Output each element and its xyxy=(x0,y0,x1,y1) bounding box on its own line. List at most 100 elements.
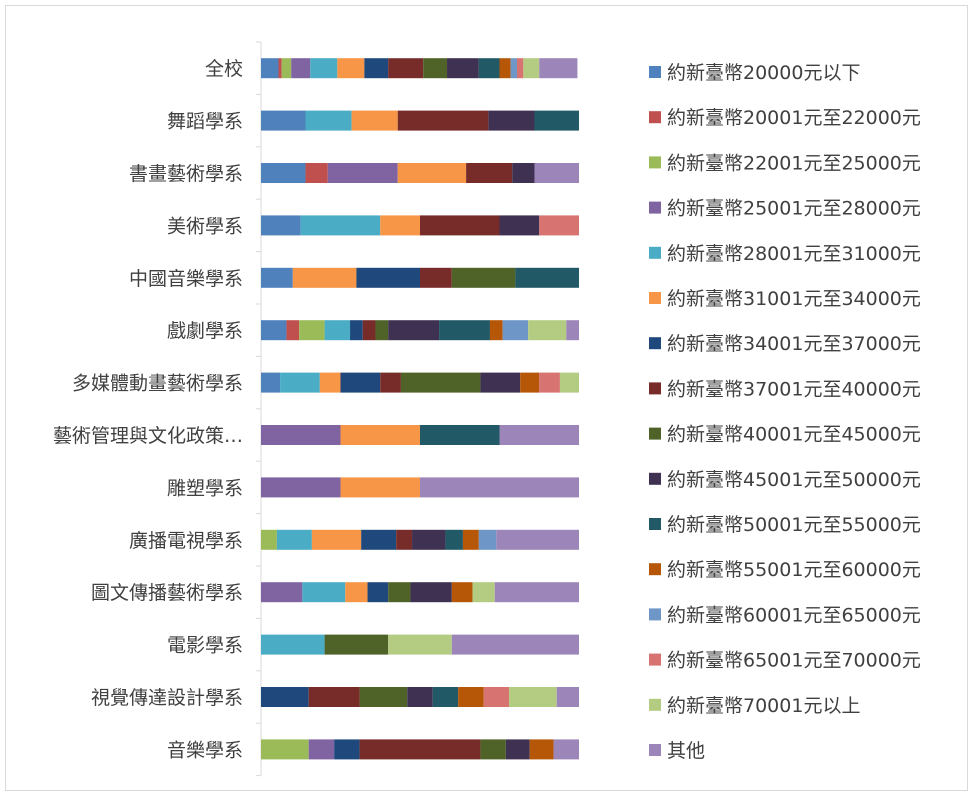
bar-segment xyxy=(261,634,325,655)
bar-segment xyxy=(539,372,560,393)
category-label: 書畫藝術學系 xyxy=(129,163,243,185)
legend-label: 約新臺幣28001元至31000元 xyxy=(667,243,921,265)
legend-label: 約新臺幣55001元至60000元 xyxy=(667,559,921,581)
bar-segment xyxy=(359,687,408,707)
legend-label: 約新臺幣20001元至22000元 xyxy=(667,107,921,129)
legend-label: 約新臺幣50001元至55000元 xyxy=(667,514,921,536)
legend-label: 約新臺幣45001元至50000元 xyxy=(667,469,921,491)
bar-segment xyxy=(261,267,293,288)
bar-segment xyxy=(361,529,397,550)
bar-segment xyxy=(412,529,446,550)
legend-swatch xyxy=(649,698,661,711)
bar-segment xyxy=(364,58,389,79)
bar-segment xyxy=(396,529,413,550)
bar-segment xyxy=(261,687,309,707)
bar-segment xyxy=(502,320,529,341)
category-label: 視覺傳達設計學系 xyxy=(91,687,243,709)
legend-label: 其他 xyxy=(667,740,705,762)
bar-segment xyxy=(340,372,381,393)
bar-segment xyxy=(472,582,495,603)
bar-segment xyxy=(375,320,389,341)
bar-segment xyxy=(261,215,301,236)
bar-segment xyxy=(499,58,511,79)
legend-swatch xyxy=(649,337,661,350)
category-label: 圖文傳播藝術學系 xyxy=(91,582,243,604)
bar-segment xyxy=(480,739,506,760)
legend-swatch xyxy=(649,246,661,259)
legend-swatch xyxy=(649,608,661,621)
bar-segment xyxy=(445,529,463,550)
bar-segment xyxy=(350,320,363,341)
bar-segment xyxy=(292,267,357,288)
bar-segment xyxy=(553,739,579,760)
bar-segment xyxy=(466,163,513,183)
bar-segment xyxy=(261,739,309,760)
bar-segment xyxy=(510,58,517,79)
category-labels: 全校舞蹈學系書畫藝術學系美術學系中國音樂學系戲劇學系多媒體動畫藝術學系藝術管理與… xyxy=(53,58,243,761)
legend-swatch xyxy=(649,518,661,530)
legend-label: 約新臺幣65001元至70000元 xyxy=(667,650,921,672)
bar-segment xyxy=(362,320,376,341)
legend-label: 約新臺幣60001元至65000元 xyxy=(667,604,921,626)
legend-label: 約新臺幣22001元至25000元 xyxy=(667,152,921,174)
bar-segment xyxy=(367,582,389,603)
bar-segment xyxy=(483,687,510,707)
bar-segment xyxy=(327,163,398,183)
category-label: 藝術管理與文化政策… xyxy=(53,425,243,447)
bar-segment xyxy=(534,163,579,183)
bar-group xyxy=(261,58,579,760)
bar-segment xyxy=(432,687,459,707)
bar-segment xyxy=(261,320,287,341)
bar-segment xyxy=(388,582,411,603)
bar-segment xyxy=(480,372,521,393)
bar-segment xyxy=(324,634,389,655)
bar-segment xyxy=(261,372,281,393)
bar-segment xyxy=(308,687,360,707)
legend-label: 約新臺幣37001元至40000元 xyxy=(667,378,921,400)
category-label: 音樂學系 xyxy=(167,739,243,761)
bar-segment xyxy=(261,163,306,183)
bar-segment xyxy=(451,582,473,603)
category-axis xyxy=(256,41,262,777)
bar-segment xyxy=(478,58,500,79)
bar-segment xyxy=(420,425,500,445)
category-label: 中國音樂學系 xyxy=(129,268,243,290)
bar-segment xyxy=(340,477,420,498)
bar-segment xyxy=(515,267,579,288)
bar-segment xyxy=(261,110,306,131)
category-label: 全校 xyxy=(205,58,243,80)
bar-segment xyxy=(516,58,524,79)
legend-label: 約新臺幣40001元至45000元 xyxy=(667,424,921,446)
bar-segment xyxy=(534,110,579,131)
bar-segment xyxy=(529,739,554,760)
bar-segment xyxy=(319,372,341,393)
category-label: 雕塑學系 xyxy=(167,477,243,499)
legend-swatch xyxy=(649,382,661,395)
bar-segment xyxy=(324,320,351,341)
bar-segment xyxy=(400,372,481,393)
bar-segment xyxy=(311,529,362,550)
bar-segment xyxy=(489,320,503,341)
bar-segment xyxy=(281,58,292,79)
legend-label: 約新臺幣20000元以下 xyxy=(667,62,860,84)
legend-label: 約新臺幣34001元至37000元 xyxy=(667,333,921,355)
bar-segment xyxy=(380,215,420,236)
bar-segment xyxy=(286,320,300,341)
category-label: 電影學系 xyxy=(167,635,243,657)
bar-segment xyxy=(539,215,579,236)
bar-segment xyxy=(458,687,484,707)
bar-segment xyxy=(380,372,401,393)
category-label: 戲劇學系 xyxy=(167,320,243,342)
bar-segment xyxy=(410,582,452,603)
chart-frame: 全校 舞蹈學系 書畫藝術學系 美術學系 中國音樂學系 戲劇學系 多媒體動畫藝術學系 藝術管理與… xyxy=(5,5,968,792)
bar-segment xyxy=(261,425,341,445)
bar-segment xyxy=(539,58,578,79)
bar-segment xyxy=(447,58,479,79)
bar-segment xyxy=(423,58,448,79)
bar-segment xyxy=(397,110,489,131)
legend-swatch xyxy=(649,563,661,576)
bar-segment xyxy=(337,58,365,79)
bar-segment xyxy=(528,320,567,341)
bar-segment xyxy=(299,320,325,341)
bar-segment xyxy=(388,634,452,655)
